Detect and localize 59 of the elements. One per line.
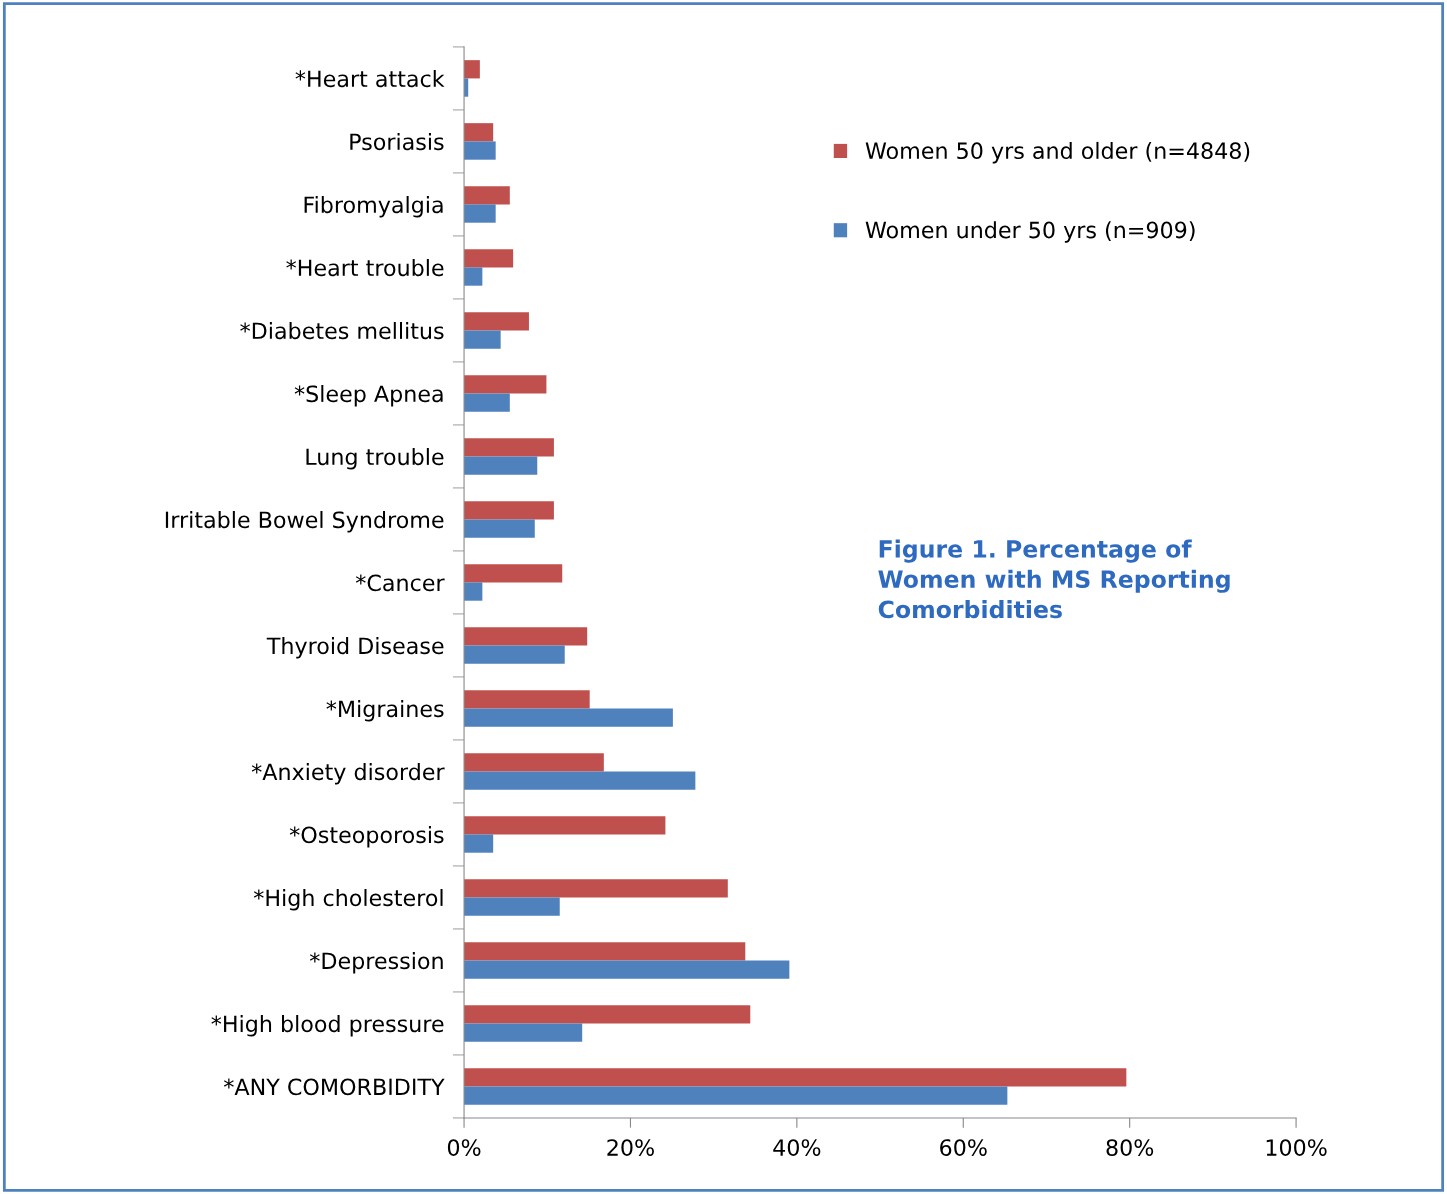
bar <box>464 708 673 727</box>
y-tick-label: Thyroid Disease <box>266 636 444 659</box>
legend-label: Women 50 yrs and older (n=4848) <box>865 141 1250 164</box>
bar <box>464 1023 583 1042</box>
bar <box>464 249 514 268</box>
y-tick-label: Fibromyalgia <box>304 195 443 218</box>
bar <box>464 690 590 709</box>
bar <box>464 501 554 520</box>
y-tick-label: *Heart attack <box>295 69 445 88</box>
x-tick-label: 40% <box>773 1139 821 1156</box>
x-tick-label: 60% <box>940 1139 987 1156</box>
bar <box>464 330 501 349</box>
bar <box>464 60 480 79</box>
y-tick-label: *Sleep Apnea <box>294 384 443 407</box>
y-tick-label: *Osteoporosis <box>289 825 444 848</box>
bar <box>464 519 535 538</box>
y-tick-label: Lung trouble <box>306 447 444 470</box>
bar <box>464 897 560 916</box>
bar <box>464 438 554 457</box>
bar <box>464 393 510 412</box>
bar <box>464 456 538 475</box>
y-tick-label: *High cholesterol <box>253 889 443 911</box>
bar <box>464 879 728 898</box>
bar <box>464 627 588 646</box>
y-tick-label: *ANY COMORBIDITY <box>223 1078 445 1096</box>
bar <box>464 564 563 583</box>
legend-label: Women under 50 yrs (n=909) <box>865 221 1195 243</box>
x-tick-label: 100% <box>1266 1139 1327 1156</box>
bar <box>464 816 666 835</box>
bar <box>464 1068 1127 1087</box>
bar <box>464 186 510 205</box>
x-tick-label: 80% <box>1106 1139 1154 1156</box>
bar <box>464 960 790 979</box>
text: Figure 1. Percentage of Women with MS Reporting Comorbidities <box>878 539 1230 619</box>
bar <box>464 753 604 772</box>
y-tick-label: Psoriasis <box>350 132 444 151</box>
x-tick-label: 0% <box>447 1139 481 1156</box>
y-tick-label: Irritable Bowel Syndrome <box>165 510 444 533</box>
bar <box>464 771 696 790</box>
y-tick-label: *High blood pressure <box>211 1015 444 1037</box>
bar <box>464 375 547 394</box>
bar <box>464 1086 1008 1105</box>
y-tick-label: *Diabetes mellitus <box>240 321 444 340</box>
x-tick-label: 20% <box>607 1139 654 1156</box>
bar <box>464 834 494 853</box>
bar <box>464 942 746 961</box>
bar <box>464 141 496 160</box>
y-tick-label: *Migraines <box>326 699 444 722</box>
bar <box>464 312 529 331</box>
bar <box>464 582 483 601</box>
y-tick-label: *Heart trouble <box>286 258 444 277</box>
y-tick-label: *Depression <box>309 952 443 974</box>
y-tick-label: *Cancer <box>355 574 445 592</box>
bar <box>464 1005 751 1024</box>
y-tick-label: *Anxiety disorder <box>251 762 445 785</box>
bar <box>464 123 494 142</box>
bar <box>464 267 483 286</box>
bar <box>464 645 565 664</box>
bar <box>464 204 496 223</box>
